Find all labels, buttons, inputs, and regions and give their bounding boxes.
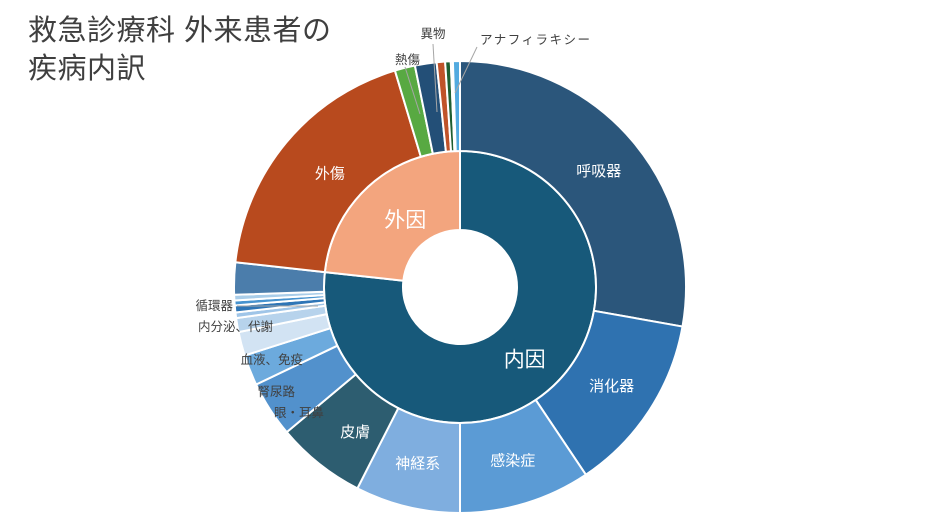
slice-label-respiratory: 呼吸器	[576, 163, 621, 180]
outside-label-circulatory: 循環器	[195, 299, 233, 313]
leader-line-burn	[404, 66, 421, 115]
chart-title: 救急診療科 外来患者の疾病内訳	[28, 15, 332, 86]
outside-label-blood-immune: 血液、免疫	[240, 352, 303, 367]
outside-label-anaphylaxis: アナフィラキシー	[480, 33, 592, 47]
inner-label-external-cause: 外因	[384, 209, 426, 232]
outside-label-burn: 熱傷	[395, 52, 421, 67]
outside-label-endocrine-metabolic: 内分泌、代謝	[198, 319, 273, 334]
outer-slice-anaphylaxis	[451, 59, 461, 153]
slice-label-trauma: 外傷	[315, 165, 345, 182]
slice-label-infectious: 感染症	[490, 452, 535, 469]
inner-label-internal-cause: 内因	[504, 349, 546, 372]
outside-label-eye-ent: 眼・耳鼻	[274, 405, 324, 420]
outside-label-renal-urinary: 腎尿路	[257, 384, 295, 399]
slice-label-skin: 皮膚	[340, 424, 370, 441]
outer-slice-respiratory	[459, 60, 687, 328]
slice-label-digestive: 消化器	[589, 378, 634, 395]
leader-line-foreign-body	[432, 43, 438, 113]
outside-label-foreign-body: 異物	[420, 27, 445, 41]
leader-line-anaphylaxis	[454, 46, 478, 94]
outer-slice-trauma	[234, 69, 422, 274]
slice-label-nervous-system: 神経系	[395, 455, 440, 472]
